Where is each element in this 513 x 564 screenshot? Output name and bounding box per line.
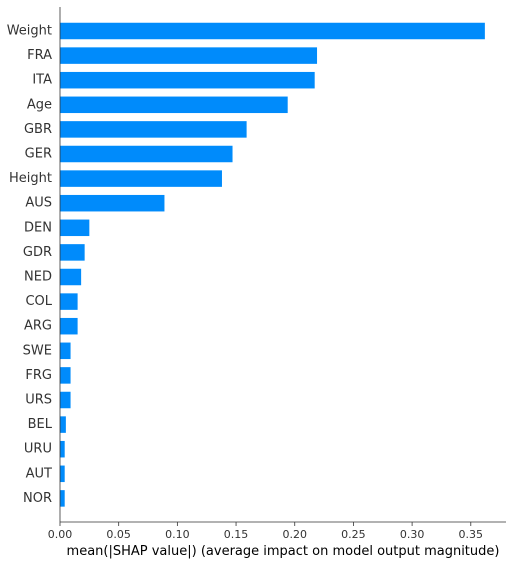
bar-gdr bbox=[60, 244, 85, 261]
x-tick-label: 0.10 bbox=[165, 528, 190, 541]
bar-gbr bbox=[60, 121, 247, 138]
category-label-ger: GER bbox=[25, 147, 52, 162]
category-label-frg: FRG bbox=[25, 368, 52, 383]
bar-nor bbox=[60, 490, 65, 507]
bar-weight bbox=[60, 22, 485, 40]
category-labels-group: Weight FRA ITA Age GBR GER Height AUS DEN GDR NED C… bbox=[7, 24, 53, 506]
bar-uru bbox=[60, 440, 65, 458]
bar-swe bbox=[60, 342, 71, 360]
bar-bel bbox=[60, 416, 66, 433]
category-label-aus: AUS bbox=[25, 196, 52, 211]
bar-aut bbox=[60, 465, 65, 483]
x-axis-title: mean(|SHAP value|) (average impact on mo… bbox=[67, 544, 500, 559]
category-label-uru: URU bbox=[24, 442, 52, 457]
x-tick-label: 0.15 bbox=[224, 528, 249, 541]
category-label-ita: ITA bbox=[32, 73, 52, 88]
bars-group bbox=[60, 22, 485, 507]
category-label-aut: AUT bbox=[26, 466, 52, 481]
category-label-bel: BEL bbox=[28, 417, 53, 432]
category-label-ned: NED bbox=[24, 270, 52, 285]
category-label-den: DEN bbox=[24, 220, 52, 235]
category-label-nor: NOR bbox=[23, 491, 52, 506]
category-label-arg: ARG bbox=[24, 319, 52, 334]
category-label-swe: SWE bbox=[23, 343, 52, 358]
bar-age bbox=[60, 96, 288, 114]
x-tick-label: 0.05 bbox=[106, 528, 131, 541]
x-tick-label: 0.20 bbox=[282, 528, 307, 541]
category-label-gdr: GDR bbox=[23, 245, 52, 260]
bar-arg bbox=[60, 317, 78, 335]
category-label-weight: Weight bbox=[7, 24, 52, 39]
category-label-col: COL bbox=[25, 294, 52, 309]
x-tick-label: 0.25 bbox=[341, 528, 366, 541]
category-label-height: Height bbox=[9, 171, 52, 186]
x-tick-label: 0.00 bbox=[48, 528, 73, 541]
bar-ger bbox=[60, 145, 233, 163]
bar-ned bbox=[60, 268, 82, 286]
category-label-gbr: GBR bbox=[24, 122, 52, 137]
bar-ita bbox=[60, 71, 315, 89]
bar-urs bbox=[60, 391, 71, 409]
bar-fra bbox=[60, 47, 318, 64]
category-label-fra: FRA bbox=[27, 48, 52, 63]
category-label-urs: URS bbox=[25, 393, 52, 408]
x-tick-label: 0.35 bbox=[459, 528, 484, 541]
bar-den bbox=[60, 219, 90, 237]
bar-frg bbox=[60, 367, 71, 384]
x-tick-label: 0.30 bbox=[400, 528, 425, 541]
bar-aus bbox=[60, 194, 165, 212]
bar-height bbox=[60, 170, 222, 187]
category-label-age: Age bbox=[27, 97, 52, 112]
x-ticks-group: 0.00 0.05 0.10 0.15 0.20 0.25 0.30 0.35 bbox=[48, 522, 483, 541]
bar-col bbox=[60, 293, 78, 310]
